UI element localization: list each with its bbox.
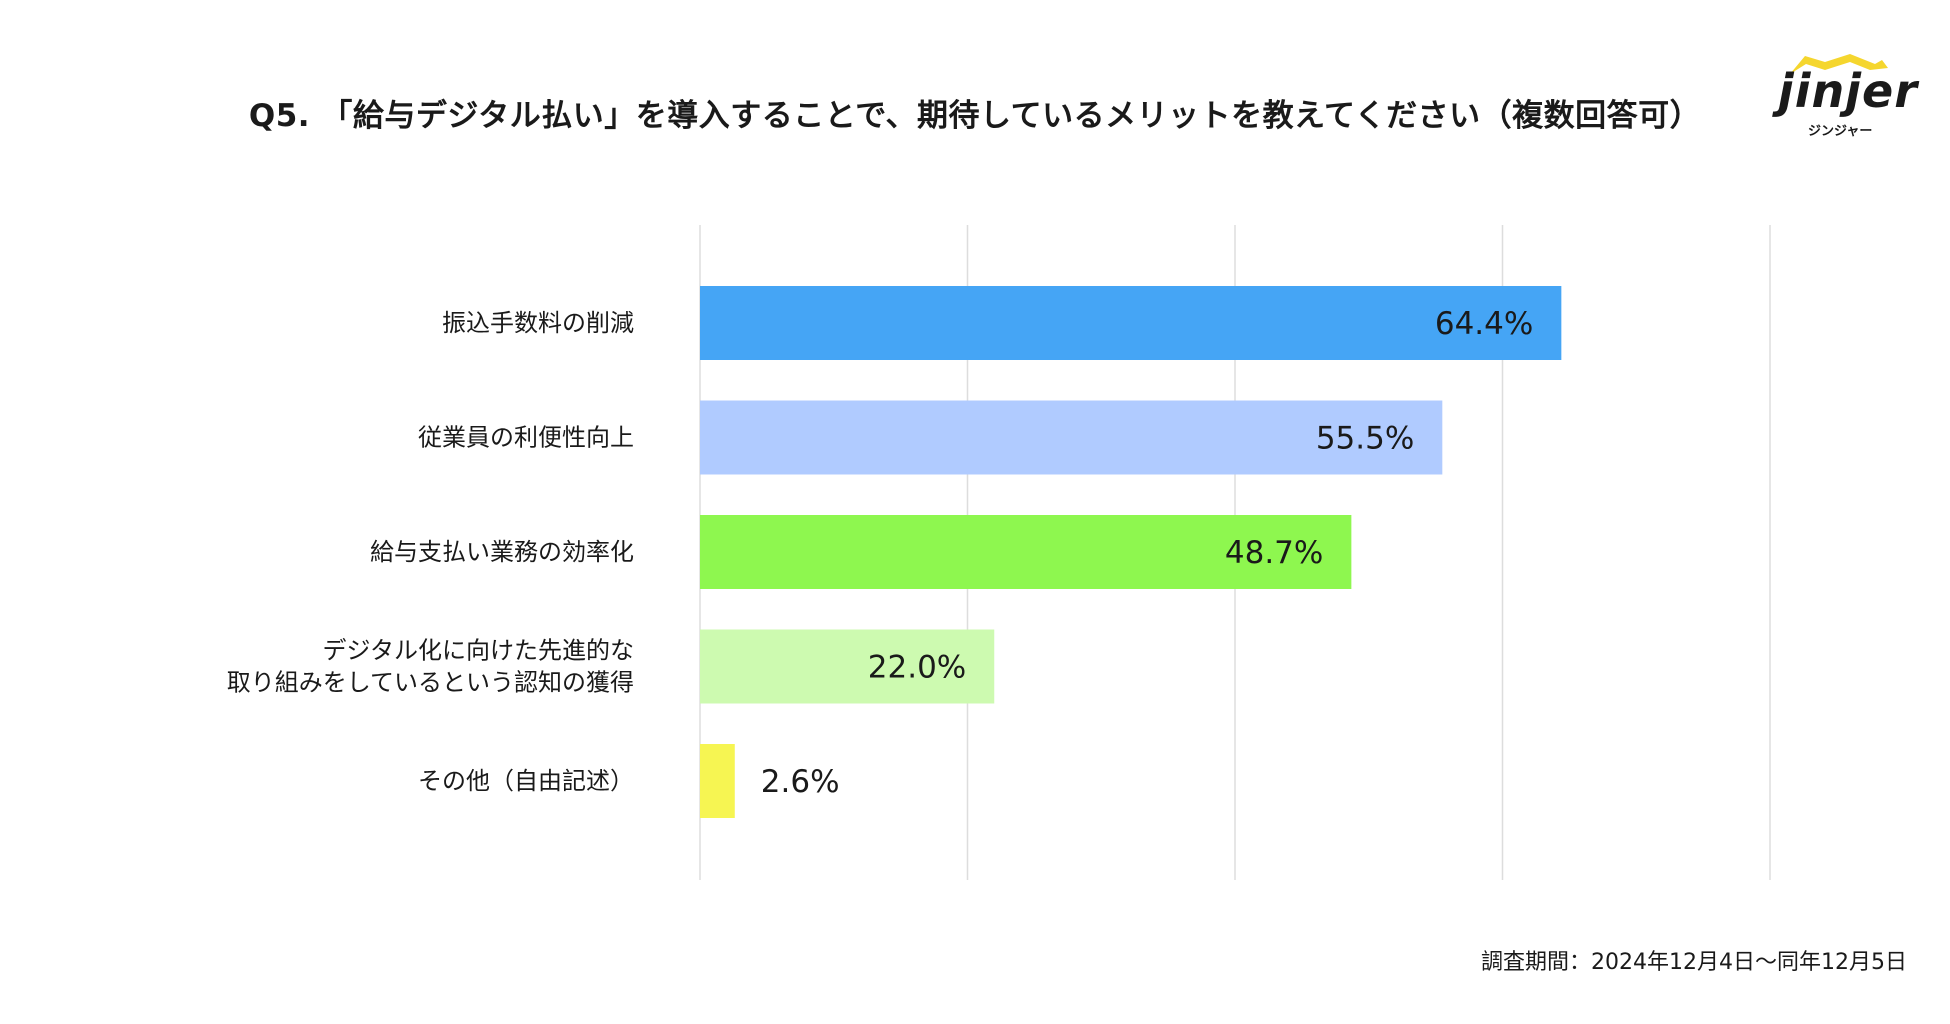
category-label-0: 振込手数料の削減 bbox=[442, 309, 634, 337]
logo-subtext: ジンジャー bbox=[1808, 124, 1873, 139]
value-label-0: 64.4% bbox=[1435, 306, 1533, 342]
bar-3 bbox=[700, 629, 995, 704]
bar-0 bbox=[700, 286, 1562, 360]
bar-2 bbox=[700, 515, 1352, 589]
bar-4 bbox=[700, 744, 735, 818]
category-label-3: デジタル化に向けた先進的な取り組みをしているという認知の獲得 bbox=[227, 637, 634, 697]
value-label-4: 2.6% bbox=[761, 764, 840, 800]
survey-period: 調査期間：2024年12月4日〜同年12月5日 bbox=[1481, 950, 1907, 975]
value-label-3: 22.0% bbox=[868, 650, 966, 686]
bars bbox=[700, 286, 1562, 818]
value-label-2: 48.7% bbox=[1225, 535, 1323, 571]
bar-1 bbox=[700, 400, 1443, 475]
jinjer-logo: jinjer ジンジャー bbox=[1770, 50, 1917, 140]
logo-roof-icon bbox=[1790, 54, 1888, 74]
value-label-1: 55.5% bbox=[1316, 421, 1414, 457]
value-labels: 64.4% 55.5% 48.7% 22.0% 2.6% bbox=[761, 306, 1534, 800]
category-label-2: 給与支払い業務の効率化 bbox=[370, 538, 634, 566]
logo-wordmark: jinjer bbox=[1778, 64, 1918, 118]
category-labels: 振込手数料の削減従業員の利便性向上給与支払い業務の効率化デジタル化に向けた先進的… bbox=[227, 309, 634, 795]
category-label-1: 従業員の利便性向上 bbox=[418, 424, 634, 452]
category-label-4: その他（自由記述） bbox=[418, 767, 634, 795]
chart-title: Q5. 「給与デジタル払い」を導入することで、期待しているメリットを教えてくださ… bbox=[248, 98, 1702, 134]
